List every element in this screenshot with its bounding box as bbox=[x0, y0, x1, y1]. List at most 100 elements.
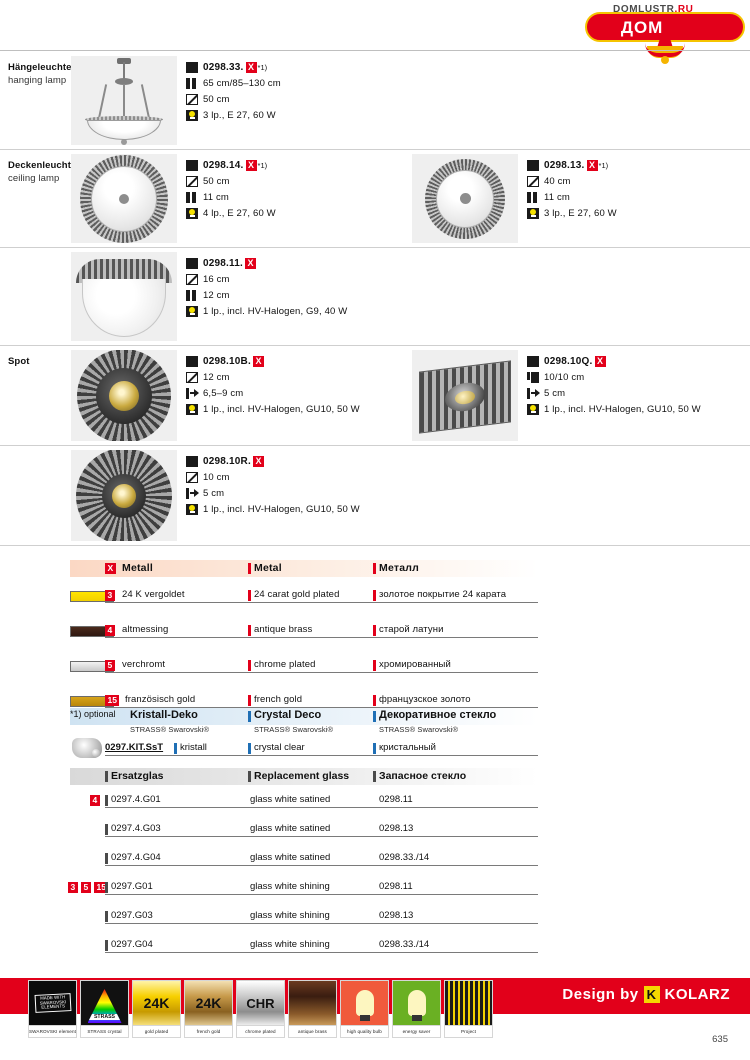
swarovski-elements-badge: MADE WITH SWAROVSKI ELEMENTS SWAROVSKI e… bbox=[28, 980, 77, 1038]
spec-depth: 5 cm bbox=[186, 486, 750, 500]
replacement-header-en: Replacement glass bbox=[254, 770, 350, 782]
design-by-kolarz: Design by K KOLARZ bbox=[562, 986, 730, 1003]
category-cell: Spot bbox=[0, 346, 68, 445]
design-by-text: Design by bbox=[562, 986, 639, 1003]
product-image-cell[interactable] bbox=[409, 150, 521, 247]
spec-value: 3 lp., E 27, 60 W bbox=[203, 109, 276, 121]
replacement-code[interactable]: 0297.4.G04 bbox=[111, 852, 161, 863]
spec-lamps: 1 lp., incl. HV-Halogen, G9, 40 W bbox=[186, 304, 750, 318]
bulb-icon bbox=[527, 207, 539, 219]
crystal-deco-section: *1) optional Kristall-Deko Crystal Deco … bbox=[70, 708, 538, 760]
spec-value: 1 lp., incl. HV-Halogen, G9, 40 W bbox=[203, 305, 348, 317]
crystal-stone-icon bbox=[72, 738, 102, 758]
code-square-icon bbox=[186, 455, 198, 467]
product-code-line: 0298.13. X *1) bbox=[527, 158, 750, 172]
depth-icon bbox=[186, 487, 199, 499]
badge-caption: high quality bulb bbox=[340, 1026, 389, 1038]
crystal-value-ru: кристальный bbox=[379, 742, 436, 753]
product-image-cell[interactable] bbox=[68, 150, 180, 247]
replacement-row: 0297.4.G03 glass white satined 0298.13 bbox=[70, 814, 538, 843]
product-image-cell[interactable] bbox=[68, 248, 180, 345]
spec-value: 5 cm bbox=[203, 487, 225, 499]
replacement-row: 0297.G04 glass white shining 0298.33./14 bbox=[70, 930, 538, 959]
finish-name-de: 24 K vergoldet bbox=[122, 589, 185, 600]
product-image-cell[interactable] bbox=[409, 346, 521, 445]
category-label-de: Hängeleuchte bbox=[8, 62, 72, 73]
page-number: 635 bbox=[712, 1034, 728, 1045]
finish-name-en: french gold bbox=[254, 694, 303, 705]
replacement-code[interactable]: 0297.4.G03 bbox=[111, 823, 161, 834]
category-label-en: hanging lamp bbox=[8, 75, 67, 86]
replacement-fits: 0298.11 bbox=[379, 881, 413, 892]
spec-cell: 0298.10Q. X 10/10 cm 5 cm bbox=[521, 346, 750, 445]
spec-value: 50 cm bbox=[203, 175, 230, 187]
replacement-code[interactable]: 0297.G04 bbox=[111, 939, 153, 950]
high-quality-bulb-badge: high quality bulb bbox=[340, 980, 389, 1038]
finish-x-badge: X bbox=[105, 563, 116, 574]
spec-cell: 0298.13. X *1) 40 cm 11 cm bbox=[521, 150, 750, 247]
diameter-icon bbox=[186, 273, 198, 285]
product-code-line: 0298.14. X *1) bbox=[186, 158, 409, 172]
replacement-fits: 0298.33./14 bbox=[379, 852, 430, 863]
replacement-code[interactable]: 0297.4.G01 bbox=[111, 794, 161, 805]
crystal-value-row: 0297.KIT.SsT kristall crystal clear крис… bbox=[70, 738, 538, 760]
kolarz-brand-text: KOLARZ bbox=[664, 986, 730, 1003]
spec-square-size: 10/10 cm bbox=[527, 370, 750, 384]
table-row: 0298.10R. X 10 cm 5 cm 1 lp., incl. HV-H… bbox=[0, 446, 750, 546]
spec-value: 40 cm bbox=[544, 175, 571, 187]
product-image-cell[interactable] bbox=[68, 446, 180, 545]
crystal-brand-row: STRASS® Swarovski® STRASS® Swarovski® ST… bbox=[70, 725, 538, 738]
finishes-header-de: Metall bbox=[122, 562, 153, 574]
logo-url-base: DOMLUSTR bbox=[613, 4, 675, 15]
finish-number-badge: 4 bbox=[90, 795, 100, 806]
logo-url-tld: .RU bbox=[674, 4, 694, 15]
replacement-row: 3 5 15 0297.G01 glass white shining 0298… bbox=[68, 872, 538, 901]
footer-badge-strip: MADE WITH SWAROVSKI ELEMENTS SWAROVSKI e… bbox=[28, 980, 493, 1038]
finish-name-de: altmessing bbox=[122, 624, 169, 635]
spec-cell: 0298.14. X *1) 50 cm 11 cm bbox=[180, 150, 409, 247]
replacement-code[interactable]: 0297.G01 bbox=[111, 881, 153, 892]
diameter-icon bbox=[186, 93, 198, 105]
domlustr-logo[interactable]: DOMLUSTR.RU ДОМ ЛЮСТР bbox=[585, 4, 745, 64]
depth-icon bbox=[527, 387, 540, 399]
crystal-kit-code[interactable]: 0297.KIT.SsT bbox=[105, 742, 164, 753]
finish-x-badge: X bbox=[252, 455, 264, 467]
diameter-icon bbox=[186, 175, 198, 187]
badge-caption: SWAROVSKI elements bbox=[28, 1026, 77, 1038]
replacement-row: 0297.4.G04 glass white satined 0298.33./… bbox=[70, 843, 538, 872]
variant-columns: 0298.14. X *1) 50 cm 11 cm bbox=[68, 150, 750, 247]
product-image-cell[interactable] bbox=[68, 346, 180, 445]
finishes-header-ru: Металл bbox=[379, 562, 419, 574]
optional-marker: *1) bbox=[257, 160, 268, 170]
spec-diameter: 40 cm bbox=[527, 174, 750, 188]
spec-height: 11 cm bbox=[186, 190, 409, 204]
variant-left: 0298.10B. X 12 cm 6,5–9 cm bbox=[68, 346, 409, 445]
replacement-code[interactable]: 0297.G03 bbox=[111, 910, 153, 921]
spec-diameter: 50 cm bbox=[186, 174, 409, 188]
table-row: Deckenleuchte ceiling lamp bbox=[0, 150, 750, 248]
height-bars-icon bbox=[186, 77, 198, 89]
project-badge: Project bbox=[444, 980, 493, 1038]
height-bars-icon bbox=[186, 191, 198, 203]
diameter-icon bbox=[186, 471, 198, 483]
badge-caption: Project bbox=[444, 1026, 493, 1038]
bulb-icon bbox=[355, 990, 374, 1021]
category-label-de: Spot bbox=[8, 356, 30, 367]
diameter-icon bbox=[186, 371, 198, 383]
finish-x-badge: X bbox=[594, 355, 606, 367]
product-code-line: 0298.10B. X bbox=[186, 354, 409, 368]
finish-number-badge: 5 bbox=[81, 882, 91, 893]
replacement-fits: 0298.33./14 bbox=[379, 939, 430, 950]
swarovski-tag-text: MADE WITH SWAROVSKI ELEMENTS bbox=[34, 993, 71, 1013]
spec-value: 12 cm bbox=[203, 289, 230, 301]
product-image-cell[interactable] bbox=[68, 52, 180, 149]
finish-row: 3 24 K vergoldet 24 carat gold plated зо… bbox=[70, 577, 538, 612]
badge-caption: gold plated bbox=[132, 1026, 181, 1038]
bulb-icon bbox=[186, 109, 198, 121]
product-code: 0298.13. bbox=[544, 159, 585, 171]
spec-cell: 0298.10R. X 10 cm 5 cm 1 lp., incl. HV-H… bbox=[180, 446, 750, 545]
spec-value: 11 cm bbox=[544, 191, 570, 203]
replacement-header-de: Ersatzglas bbox=[111, 770, 164, 782]
spec-value: 3 lp., E 27, 60 W bbox=[544, 207, 617, 219]
category-cell: Deckenleuchte ceiling lamp bbox=[0, 150, 76, 247]
